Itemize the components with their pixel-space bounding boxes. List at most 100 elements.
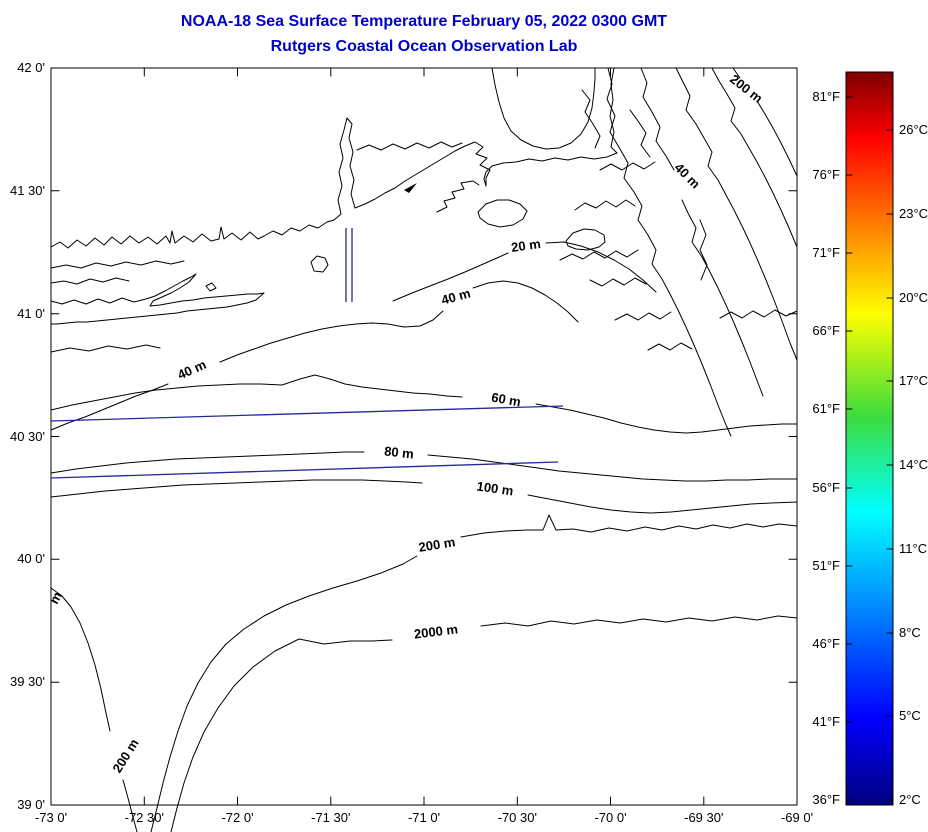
y-tick-label: 39 0' — [17, 797, 45, 812]
shelf-contour — [732, 67, 741, 79]
y-tick-label: 40 30' — [10, 429, 45, 444]
shoal-contours — [559, 89, 798, 351]
cape-cod-outer-arm — [483, 67, 618, 187]
nearshore-contour-west — [50, 344, 161, 353]
colorbar-gradient — [845, 71, 894, 806]
y-tick-label: 42 0' — [17, 60, 45, 75]
shoal-contour — [614, 311, 672, 321]
contour-60m — [50, 374, 463, 411]
contour-label-200m: 200 m — [109, 736, 141, 775]
coastlines — [50, 67, 618, 353]
axis-tick-marks — [50, 67, 798, 806]
marthas-vineyard-island — [477, 199, 528, 228]
x-tick-label: -69 0' — [781, 810, 813, 825]
elizabeth-islands — [436, 180, 480, 213]
nantucket-island — [565, 228, 606, 251]
contour-80m — [50, 451, 365, 474]
bathymetry-contours — [50, 67, 798, 832]
contour-20m — [545, 241, 657, 293]
fahrenheit-label: 36°F — [812, 792, 840, 807]
long-island-sound-contour — [50, 277, 130, 285]
y-tick-label: 41 0' — [17, 306, 45, 321]
celsius-label: 14°C — [899, 457, 928, 472]
contour-200m — [460, 514, 798, 538]
plot-frame — [50, 67, 798, 806]
contour-40m — [472, 280, 579, 323]
contour-label-60m: 60 m — [490, 390, 522, 410]
celsius-label: 8°C — [899, 625, 921, 640]
current-arrow-marker — [404, 183, 417, 193]
contour-200m — [150, 555, 418, 832]
shelf-contour — [606, 67, 732, 437]
contour-200m-canyon — [50, 587, 111, 732]
contour-label-40m: 40 m — [440, 285, 473, 307]
cape-cod-bay — [491, 67, 596, 150]
colorbar-fahrenheit-labels: 81°F 76°F 71°F 66°F 61°F 56°F 51°F 46°F … — [812, 89, 840, 807]
coastline-long-island — [50, 273, 265, 325]
contour-label-2000m: 2000 m — [413, 621, 459, 641]
x-tick-label: -71 0' — [408, 810, 440, 825]
celsius-label: 2°C — [899, 792, 921, 807]
long-island-sound-contour — [50, 260, 185, 269]
contour-label-80m: 80 m — [384, 443, 415, 461]
fahrenheit-label: 56°F — [812, 480, 840, 495]
x-tick-label: -71 30' — [311, 810, 350, 825]
contour-2000m — [480, 615, 798, 627]
fahrenheit-label: 81°F — [812, 89, 840, 104]
contour-60m — [535, 403, 798, 434]
y-tick-label: 39 30' — [10, 674, 45, 689]
contour-text-labels: 200 m 40 m 20 m 40 m 40 m 60 m 80 m 100 … — [46, 71, 765, 775]
contour-20m — [392, 252, 509, 302]
satellite-swath-lines — [50, 228, 564, 479]
colorbar-celsius-labels: 26°C 23°C 20°C 17°C 14°C 11°C 8°C 5°C 2°… — [899, 122, 928, 807]
contour-200m-canyon — [122, 779, 138, 832]
x-tick-label: -70 0' — [594, 810, 626, 825]
shelf-contour — [711, 67, 798, 248]
fahrenheit-label: 46°F — [812, 636, 840, 651]
contour-label-20m: 20 m — [510, 236, 541, 255]
shoal-contour — [599, 161, 656, 171]
colorbar-ticks-fahrenheit — [845, 96, 853, 801]
contour-label-200m: 200 m — [727, 71, 765, 106]
shoal-contour — [581, 89, 601, 149]
shoal-contour — [589, 277, 647, 287]
contour-80m — [427, 454, 798, 482]
contour-100m — [50, 479, 423, 498]
celsius-label: 26°C — [899, 122, 928, 137]
contour-label-40m: 40 m — [175, 357, 208, 383]
contour-label-m-partial: m — [46, 589, 65, 606]
coastline-connecticut-rhode-island — [50, 117, 491, 249]
colorbar: 81°F 76°F 71°F 66°F 61°F 56°F 51°F 46°F … — [812, 71, 928, 807]
fahrenheit-label: 71°F — [812, 245, 840, 260]
y-axis-labels: 42 0' 41 30' 41 0' 40 30' 40 0' 39 30' 3… — [10, 60, 45, 812]
figure-subtitle: Rutgers Coastal Ocean Observation Lab — [271, 38, 578, 55]
shoal-contour — [574, 199, 636, 211]
block-island — [310, 255, 329, 273]
contour-40m — [219, 310, 444, 363]
shoal-contour — [719, 309, 798, 319]
figure-title: NOAA-18 Sea Surface Temperature February… — [181, 13, 667, 30]
x-tick-label: -69 30' — [684, 810, 723, 825]
x-tick-label: -72 0' — [221, 810, 253, 825]
celsius-label: 17°C — [899, 373, 928, 388]
shelf-contours-northeast — [606, 67, 798, 437]
celsius-label: 5°C — [899, 708, 921, 723]
fahrenheit-label: 76°F — [812, 167, 840, 182]
x-tick-label: -73 0' — [35, 810, 67, 825]
celsius-label: 23°C — [899, 206, 928, 221]
shelf-contour — [756, 100, 798, 177]
fahrenheit-label: 41°F — [812, 714, 840, 729]
swath-line-upper — [50, 405, 564, 422]
x-axis-labels: -73 0' -72 30' -72 0' -71 30' -71 0' -70… — [35, 810, 813, 825]
swath-line-lower — [50, 461, 559, 479]
fahrenheit-label: 66°F — [812, 323, 840, 338]
shelf-contour — [675, 67, 798, 361]
colorbar-ticks-celsius — [886, 129, 894, 801]
celsius-label: 20°C — [899, 290, 928, 305]
y-tick-label: 41 30' — [10, 183, 45, 198]
massachusetts-coast-fragment — [356, 141, 463, 151]
shelf-contour — [681, 199, 764, 397]
shoal-contour — [629, 109, 651, 158]
